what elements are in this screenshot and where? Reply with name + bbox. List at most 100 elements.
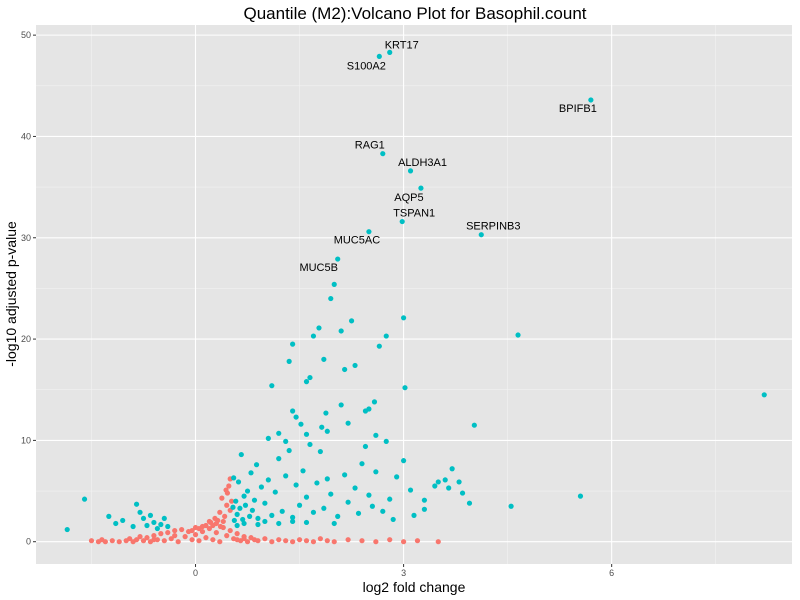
data-point-significant <box>237 505 243 511</box>
data-point-not-significant <box>199 528 206 535</box>
x-axis-title: log2 fold change <box>363 579 466 595</box>
data-point-significant <box>446 485 452 491</box>
data-point-significant <box>387 496 393 502</box>
data-point-labeled <box>407 168 414 174</box>
data-point-significant <box>432 483 438 489</box>
data-point-significant <box>345 420 351 426</box>
data-point-labeled <box>418 185 424 191</box>
x-tick-label: 6 <box>609 568 614 578</box>
data-point-significant <box>442 477 448 483</box>
data-point-significant <box>314 480 320 486</box>
data-point-significant <box>262 500 268 506</box>
gene-label: ALDH3A1 <box>398 157 447 169</box>
x-tick-label: 3 <box>401 568 406 578</box>
data-point-not-significant <box>400 539 407 545</box>
data-point-significant <box>154 525 160 532</box>
data-point-significant <box>276 430 282 436</box>
gene-label: MUC5B <box>299 262 338 274</box>
data-point-significant <box>394 474 400 480</box>
data-point-significant <box>286 447 292 454</box>
data-point-significant <box>380 508 386 514</box>
data-point-not-significant <box>324 538 330 544</box>
data-point-significant <box>321 356 327 362</box>
data-point-not-significant <box>213 529 219 536</box>
data-point-significant <box>362 443 369 450</box>
data-point-significant <box>303 379 310 385</box>
gene-label: SERPINB3 <box>466 221 520 233</box>
axis-ticks: 0 3 6 0 10 20 30 40 50 <box>21 30 614 578</box>
data-point-significant <box>300 468 306 474</box>
data-point-significant <box>286 358 292 364</box>
data-point-significant <box>106 513 112 519</box>
data-point-not-significant <box>175 539 181 545</box>
data-point-not-significant <box>168 536 174 542</box>
data-point-significant <box>303 494 310 500</box>
data-point-not-significant <box>151 533 157 539</box>
data-point-significant <box>366 492 372 498</box>
data-point-significant <box>369 503 375 509</box>
data-point-not-significant <box>151 537 157 543</box>
data-point-not-significant <box>331 539 337 545</box>
data-point-significant <box>233 498 239 504</box>
data-point-not-significant <box>373 539 379 545</box>
data-point-not-significant <box>208 519 214 526</box>
data-point-not-significant <box>189 537 195 543</box>
data-point-not-significant <box>224 533 230 539</box>
data-point-not-significant <box>203 522 209 529</box>
data-point-not-significant <box>387 537 393 543</box>
data-point-significant <box>133 501 140 507</box>
grid-lines <box>36 25 792 564</box>
data-point-significant <box>283 473 289 479</box>
data-point-significant <box>383 438 389 445</box>
data-point-significant <box>316 325 322 331</box>
data-point-not-significant <box>269 539 275 545</box>
data-point-not-significant <box>219 495 225 501</box>
data-point-significant <box>421 506 428 512</box>
gene-label: KRT17 <box>385 39 419 51</box>
data-point-labeled <box>366 229 372 235</box>
data-point-not-significant <box>172 527 178 534</box>
plot-panel <box>36 25 792 564</box>
data-point-significant <box>373 432 379 438</box>
data-point-significant <box>272 489 278 495</box>
data-point-significant <box>241 520 247 527</box>
data-point-significant <box>435 479 441 485</box>
data-point-not-significant <box>215 517 221 524</box>
data-point-not-significant <box>102 539 108 545</box>
data-point-significant <box>355 510 362 516</box>
data-point-not-significant <box>317 536 323 542</box>
data-point-significant <box>276 520 282 527</box>
data-point-significant <box>165 523 171 530</box>
data-point-significant <box>161 515 167 522</box>
data-point-significant <box>321 505 327 511</box>
data-point-significant <box>471 422 477 428</box>
data-point-not-significant <box>220 518 226 525</box>
data-point-significant <box>407 487 414 493</box>
gene-label: S100A2 <box>347 60 386 72</box>
data-point-not-significant <box>359 538 365 544</box>
data-point-significant <box>373 469 379 475</box>
data-point-significant <box>269 512 275 518</box>
data-point-significant <box>241 493 247 499</box>
data-point-significant <box>248 470 254 476</box>
data-point-significant <box>331 281 337 287</box>
data-point-significant <box>293 414 299 420</box>
data-point-significant <box>140 515 147 522</box>
data-point-significant <box>144 522 150 529</box>
data-point-significant <box>508 503 514 509</box>
data-point-not-significant <box>179 526 185 533</box>
data-point-significant <box>577 493 584 499</box>
data-point-significant <box>456 479 462 485</box>
data-point-significant <box>383 333 389 339</box>
data-point-significant <box>276 456 282 462</box>
data-point-not-significant <box>140 538 147 544</box>
data-point-not-significant <box>161 538 167 544</box>
data-point-not-significant <box>144 535 150 541</box>
data-point-not-significant <box>206 525 212 532</box>
data-point-significant <box>247 513 253 519</box>
data-point-not-significant <box>127 536 133 542</box>
data-point-not-significant <box>228 498 235 504</box>
data-point-not-significant <box>88 538 95 544</box>
data-point-significant <box>231 475 237 481</box>
